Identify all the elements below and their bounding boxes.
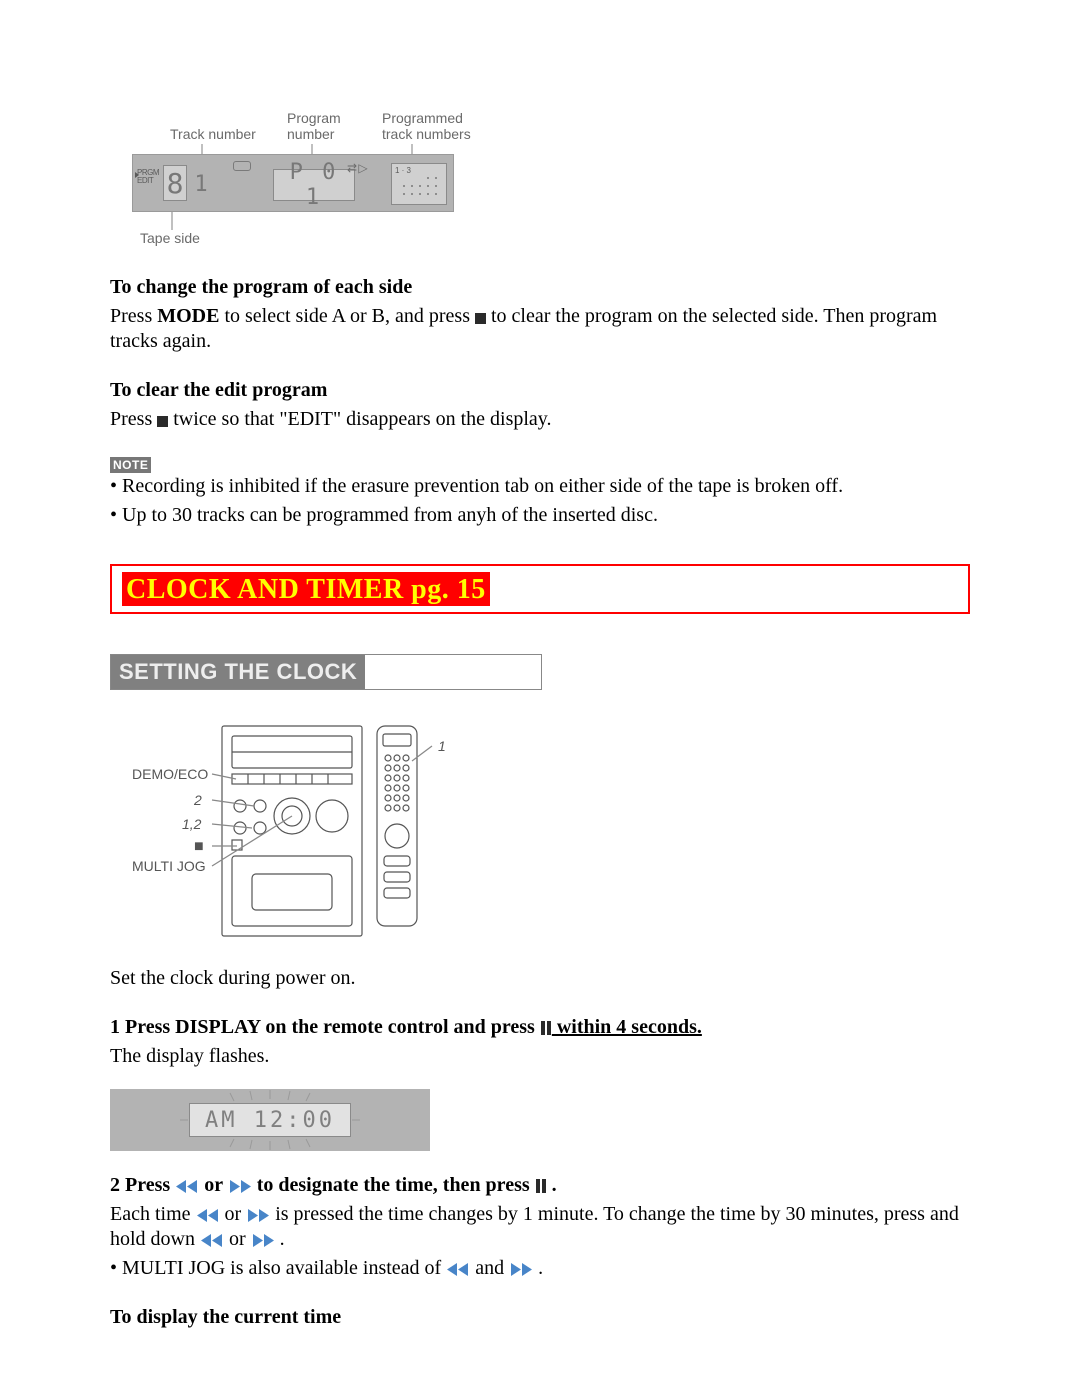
prgm-edit-label: PRGM EDIT xyxy=(137,169,159,185)
label-demo-eco: DEMO/ECO xyxy=(132,766,208,782)
fast-forward-icon xyxy=(251,1234,275,1247)
paragraph-change-program: Press MODE to select side A or B, and pr… xyxy=(110,304,970,354)
segment-track-matrix: 1 · 3 xyxy=(391,163,447,205)
section-clock-and-timer-title: CLOCK AND TIMER pg. 15 xyxy=(122,572,490,606)
segment-program-number: P 0 1 xyxy=(273,169,355,201)
rewind-icon xyxy=(175,1180,199,1193)
step1-body: The display flashes. xyxy=(110,1044,970,1069)
pause-icon xyxy=(535,1179,547,1193)
stop-icon xyxy=(475,313,486,324)
paragraph-clear-edit: Press twice so that "EDIT" disappears on… xyxy=(110,407,970,432)
note-block: NOTE xyxy=(110,456,970,474)
figure-device-and-remote: DEMO/ECO 2 1,2 ■ MULTI JOG 1 xyxy=(132,716,462,946)
heading-display-current-time: To display the current time xyxy=(110,1305,970,1330)
rewind-icon xyxy=(200,1234,224,1247)
fast-forward-icon xyxy=(228,1180,252,1193)
label-stop-icon: ■ xyxy=(194,838,204,856)
step1-heading: 1 Press DISPLAY on the remote control an… xyxy=(110,1015,970,1040)
lcd-clock-value: AM 12:00 xyxy=(189,1103,351,1137)
callout-tape-side: Tape side xyxy=(140,230,200,246)
pause-icon xyxy=(540,1021,552,1035)
label-step-2: 2 xyxy=(194,792,202,808)
text-mode: MODE xyxy=(157,305,219,327)
fast-forward-icon xyxy=(246,1209,270,1222)
subsection-setting-clock: SETTING THE CLOCK xyxy=(111,655,365,689)
pill-icon xyxy=(233,161,251,171)
segment-track-number: 1 xyxy=(193,171,209,197)
step2-multijog-note: • MULTI JOG is also available instead of… xyxy=(110,1256,970,1281)
repeat-play-icon: ⇄ ▷ xyxy=(347,161,367,175)
rewind-icon xyxy=(446,1263,470,1276)
note-badge: NOTE xyxy=(110,457,151,473)
subsection-setting-clock-wrap: SETTING THE CLOCK xyxy=(110,654,542,690)
step2-body-1: Each time or is pressed the time changes… xyxy=(110,1202,970,1252)
track-matrix-dots-icon xyxy=(392,164,446,204)
heading-change-program: To change the program of each side xyxy=(110,275,970,300)
rewind-icon xyxy=(196,1209,220,1222)
label-step-1: 1 xyxy=(438,738,446,754)
heading-clear-edit: To clear the edit program xyxy=(110,378,970,403)
label-step-1-2: 1,2 xyxy=(182,816,201,832)
note-bullet-1: • Recording is inhibited if the erasure … xyxy=(110,474,970,499)
figure-program-display: Track number Program number Programmed t… xyxy=(132,110,452,245)
fast-forward-icon xyxy=(509,1263,533,1276)
figure1-callouts: Track number Program number Programmed t… xyxy=(132,110,452,150)
callout-track-number: Track number xyxy=(170,126,256,142)
label-multi-jog: MULTI JOG xyxy=(132,858,206,874)
text-set-clock-power-on: Set the clock during power on. xyxy=(110,966,970,991)
segment-tape-side: 8 xyxy=(163,165,187,201)
manual-page: Track number Program number Programmed t… xyxy=(0,0,1080,1397)
step2-heading: 2 Press or to designate the time, then p… xyxy=(110,1173,970,1198)
lcd-panel: PRGM EDIT 8 1 P 0 1 ⇄ ▷ 1 · 3 xyxy=(132,154,454,212)
stop-icon xyxy=(157,416,168,427)
figure-clock-display: AM 12:00 xyxy=(110,1089,430,1151)
section-clock-and-timer: CLOCK AND TIMER pg. 15 xyxy=(110,564,970,614)
note-bullet-2: • Up to 30 tracks can be programmed from… xyxy=(110,503,970,528)
